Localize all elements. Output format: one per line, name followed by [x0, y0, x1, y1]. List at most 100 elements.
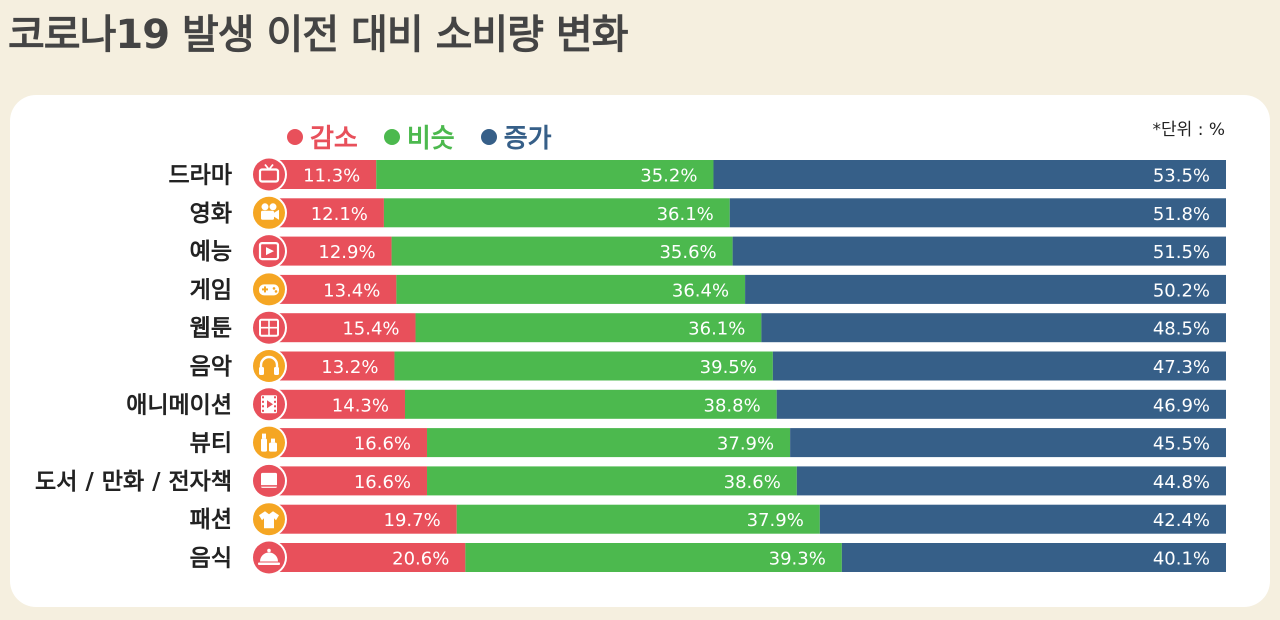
data-label: 20.6% [392, 549, 449, 570]
bar-segment [796, 466, 1226, 496]
category-label: 영화 [190, 201, 232, 227]
data-label: 35.6% [659, 242, 716, 263]
category-label: 음식 [190, 546, 232, 572]
bar-segment [819, 504, 1226, 534]
bar-segment [404, 389, 777, 419]
bar-segment [761, 313, 1226, 343]
data-label: 39.3% [769, 549, 826, 570]
bar-segment [268, 389, 405, 419]
data-label: 45.5% [1153, 434, 1210, 455]
bar-segment [268, 274, 397, 304]
data-label: 14.3% [332, 395, 389, 416]
data-label: 36.1% [657, 204, 714, 225]
data-label: 46.9% [1153, 395, 1210, 416]
bar-segment [268, 504, 457, 534]
bar-segment [427, 428, 791, 458]
legend-dot-similar [383, 128, 400, 145]
bar-segment [772, 351, 1226, 381]
bar-segment [465, 543, 842, 572]
bar-segment [376, 160, 714, 189]
unit-note: *단위 : % [1152, 120, 1225, 140]
data-label: 36.4% [672, 280, 729, 301]
legend-item-similar: 비슷 [383, 118, 455, 155]
category-label: 뷰티 [190, 431, 232, 457]
data-label: 11.3% [303, 166, 360, 187]
data-label: 47.3% [1153, 357, 1210, 378]
data-label: 39.5% [700, 357, 757, 378]
bar-segment [268, 351, 395, 381]
data-label: 15.4% [342, 319, 399, 340]
bar-segment [713, 160, 1226, 189]
food-cloche-icon [253, 541, 285, 574]
data-label: 40.1% [1153, 549, 1210, 570]
legend-dot-increase [480, 128, 497, 145]
tv-icon [253, 158, 285, 191]
data-label: 37.9% [747, 510, 804, 531]
category-label: 도서 / 만화 / 전자책 [35, 469, 232, 495]
play-screen-icon [253, 235, 285, 268]
category-label: 패션 [190, 507, 232, 533]
legend-dot-decrease [287, 128, 303, 145]
bar-segment [268, 236, 392, 266]
legend: 감소 비슷 증가 [287, 118, 552, 155]
data-label: 51.8% [1153, 204, 1210, 225]
data-label: 16.6% [354, 472, 411, 493]
data-label: 12.1% [311, 204, 368, 225]
category-label: 드라마 [169, 163, 232, 189]
data-label: 42.4% [1153, 510, 1210, 531]
headphones-icon [253, 350, 285, 382]
legend-item-increase: 증가 [480, 118, 552, 155]
movie-camera-icon [253, 196, 285, 229]
cosmetics-icon [253, 426, 285, 459]
data-label: 38.6% [724, 472, 781, 493]
category-label: 게임 [190, 277, 232, 303]
film-strip-icon [253, 388, 285, 421]
bar-segment [268, 543, 466, 572]
bar-segment [841, 543, 1226, 572]
webtoon-icon [253, 311, 285, 344]
bar-segment [790, 428, 1226, 458]
data-label: 13.2% [321, 357, 378, 378]
book-icon [253, 464, 285, 497]
data-label: 48.5% [1153, 319, 1210, 340]
bar-segment [268, 428, 428, 458]
bar-segment [729, 198, 1226, 228]
data-label: 53.5% [1153, 166, 1210, 187]
bar-segment [427, 466, 797, 496]
bar-segment [415, 313, 762, 343]
chart-title: 코로나19 발생 이전 대비 소비량 변화 [8, 12, 628, 58]
data-label: 16.6% [354, 434, 411, 455]
legend-label-decrease: 감소 [310, 124, 358, 154]
category-label: 음악 [190, 354, 232, 380]
bar-segment [268, 313, 416, 343]
category-label: 웹툰 [190, 316, 232, 342]
bar-segment [383, 198, 730, 228]
shirt-icon [253, 503, 285, 536]
category-label: 애니메이션 [126, 392, 232, 418]
legend-label-increase: 증가 [503, 124, 552, 154]
data-label: 35.2% [640, 166, 697, 187]
legend-label-similar: 비슷 [406, 124, 455, 154]
data-label: 13.4% [323, 280, 380, 301]
bar-segment [396, 274, 746, 304]
bar-segment [268, 466, 428, 496]
data-label: 12.9% [318, 242, 375, 263]
bar-segment [732, 236, 1226, 266]
bar-segment [456, 504, 820, 534]
data-label: 50.2% [1153, 280, 1210, 301]
data-label: 38.8% [704, 395, 761, 416]
gamepad-icon [253, 273, 285, 306]
legend-item-decrease: 감소 [287, 118, 358, 155]
data-label: 36.1% [688, 319, 745, 340]
bar-segment [268, 198, 384, 228]
bar-segment [745, 274, 1226, 304]
bar-segment [394, 351, 773, 381]
bar-segment [391, 236, 733, 266]
data-label: 51.5% [1153, 242, 1210, 263]
bar-segment [776, 389, 1226, 419]
data-label: 37.9% [717, 434, 774, 455]
data-label: 19.7% [384, 510, 441, 531]
data-label: 44.8% [1153, 472, 1210, 493]
category-label: 예능 [190, 239, 232, 265]
